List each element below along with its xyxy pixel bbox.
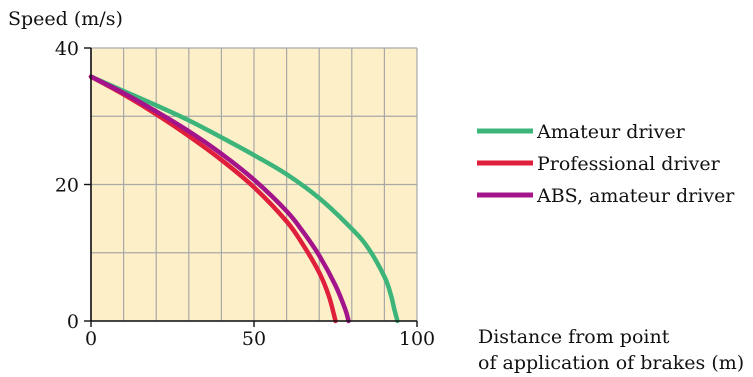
legend: Amateur driver Professional driver ABS, … (477, 121, 735, 207)
x-tick-label: 100 (399, 328, 435, 350)
x-tick-label: 50 (242, 328, 266, 350)
x-axis-label-line-1: Distance from point (478, 326, 670, 348)
legend-label: ABS, amateur driver (536, 185, 735, 207)
x-tick-labels: 0 50 100 (85, 328, 435, 350)
series-layer (88, 74, 400, 324)
series-line-amateur-driver (88, 74, 400, 324)
legend-label: Professional driver (537, 153, 721, 175)
axes (84, 47, 418, 327)
plot-area (84, 47, 418, 327)
y-tick-label: 20 (55, 175, 79, 197)
x-axis-label-line-2: of application of brakes (m) (478, 352, 744, 374)
x-tick-label: 0 (85, 328, 97, 350)
legend-label: Amateur driver (536, 121, 686, 143)
y-tick-label: 0 (67, 311, 79, 333)
legend-item: Amateur driver (477, 121, 686, 143)
y-axis-label: Speed (m/s) (8, 8, 123, 30)
y-tick-labels: 0 20 40 (55, 38, 79, 333)
legend-item: ABS, amateur driver (477, 185, 735, 207)
legend-item: Professional driver (477, 153, 721, 175)
y-tick-label: 40 (55, 38, 79, 60)
series-line-abs-amateur-driver (88, 74, 351, 324)
